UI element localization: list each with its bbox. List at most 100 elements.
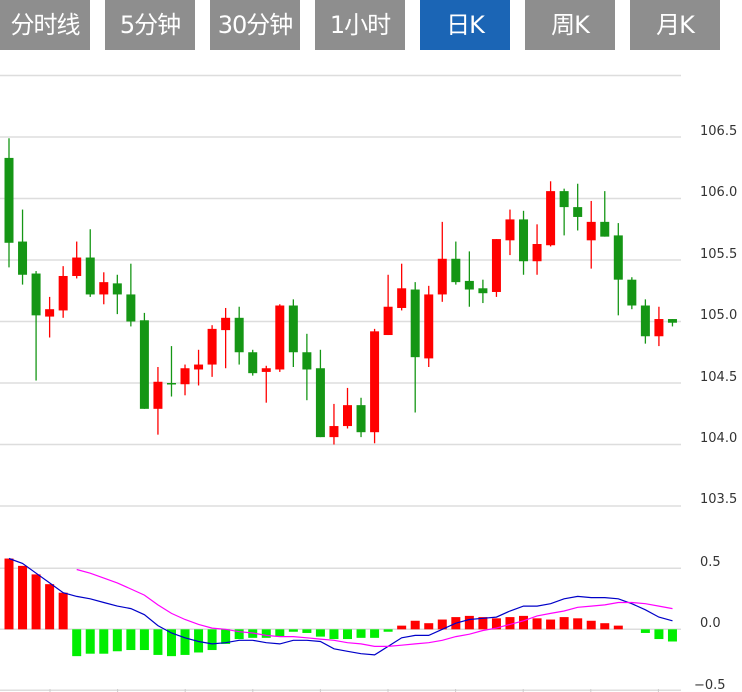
candlestick-series — [4, 138, 677, 445]
candle-body — [546, 191, 556, 246]
candle-up — [383, 274, 393, 336]
candle-up — [491, 239, 501, 297]
candle-up — [180, 364, 190, 396]
candle-body — [221, 317, 231, 331]
tab-5-minute[interactable]: 5分钟 — [105, 0, 195, 50]
candle-body — [248, 352, 258, 374]
macd-bar-negative — [343, 629, 352, 640]
macd-bar-negative — [221, 629, 231, 644]
macd-bar-negative — [112, 629, 122, 652]
macd-bar-positive — [4, 558, 14, 630]
macd-bar-negative — [234, 629, 244, 640]
candle-up — [586, 200, 596, 269]
macd-bar-positive — [573, 618, 583, 630]
macd-bar-negative — [667, 629, 677, 642]
macd-bar-positive — [410, 620, 420, 630]
candle-up — [207, 325, 217, 377]
candle-down — [559, 188, 569, 236]
macd-bar-negative — [207, 629, 217, 651]
candle-body — [573, 207, 583, 217]
tab-daily-k[interactable]: 日K — [420, 0, 510, 50]
candle-body — [275, 305, 285, 370]
candle-up — [194, 349, 204, 386]
candle-body — [343, 405, 352, 427]
candle-down — [410, 282, 420, 413]
candle-body — [505, 219, 515, 241]
macd-bar-negative — [72, 629, 82, 657]
macd-bar-positive — [586, 620, 596, 630]
candle-down — [613, 223, 623, 316]
macd-bar-negative — [166, 629, 176, 657]
candle-body — [627, 279, 637, 306]
macd-tick-label: 0.0 — [700, 616, 721, 631]
candle-body — [112, 283, 122, 295]
macd-bar-positive — [519, 615, 529, 630]
macd-bar-positive — [45, 584, 55, 630]
candle-body — [356, 405, 366, 433]
macd-bar-positive — [491, 618, 501, 630]
candle-down — [288, 299, 298, 368]
tab-weekly-k[interactable]: 周K — [525, 0, 615, 50]
candle-body — [315, 368, 325, 438]
candle-body — [72, 257, 82, 276]
macd-bar-positive — [31, 574, 41, 630]
candle-body — [85, 257, 95, 295]
macd-tick-label: −0.5 — [694, 678, 726, 692]
macd-bar-positive — [478, 617, 488, 630]
tab-30-minute[interactable]: 30分钟 — [210, 0, 300, 50]
candle-body — [234, 317, 244, 353]
macd-tick-label: 0.5 — [700, 555, 721, 570]
macd-bar-positive — [532, 618, 542, 630]
candle-up — [221, 307, 231, 369]
macd-bar-negative — [329, 629, 339, 640]
tab-1-hour[interactable]: 1小时 — [315, 0, 405, 50]
candle-body — [31, 273, 41, 316]
candle-down — [85, 229, 95, 297]
candle-body — [410, 289, 420, 358]
candle-body — [126, 294, 136, 322]
candle-down — [478, 279, 488, 304]
candle-up — [505, 209, 515, 256]
candle-body — [4, 157, 14, 243]
macd-bar-negative — [640, 629, 650, 633]
candle-down — [519, 210, 529, 275]
dea-line — [76, 568, 673, 647]
candle-body — [370, 331, 380, 433]
candle-down — [667, 319, 677, 327]
candle-up — [275, 304, 285, 372]
candle-body — [302, 352, 312, 370]
candle-body — [559, 191, 569, 208]
candle-up — [153, 367, 163, 435]
candle-body — [18, 241, 28, 275]
macd-bar-positive — [546, 619, 556, 630]
candle-body — [478, 288, 488, 294]
candle-down — [451, 241, 461, 285]
candle-body — [532, 244, 542, 262]
price-tick-label: 105.0 — [700, 308, 737, 323]
candle-body — [491, 239, 501, 292]
macd-bar-positive — [437, 619, 447, 630]
candle-down — [234, 306, 244, 365]
macd-bar-positive — [613, 625, 623, 630]
candle-body — [58, 275, 68, 311]
candle-body — [383, 306, 393, 336]
macd-bar-negative — [139, 629, 149, 651]
dif-line — [8, 557, 673, 656]
candle-body — [180, 368, 190, 385]
candle-down — [627, 277, 637, 310]
candle-body — [139, 320, 149, 409]
candle-up — [45, 296, 55, 338]
candle-up — [261, 365, 271, 403]
macd-bar-positive — [559, 617, 569, 630]
candle-up — [437, 221, 447, 302]
macd-lines — [8, 557, 673, 656]
candle-body — [261, 368, 271, 372]
macd-bar-negative — [126, 629, 136, 651]
tab-monthly-k[interactable]: 月K — [630, 0, 720, 50]
price-tick-label: 105.5 — [700, 247, 737, 262]
macd-bar-negative — [288, 629, 298, 632]
candle-body — [613, 235, 623, 280]
tab-minute-line[interactable]: 分时线 — [0, 0, 90, 50]
candle-up — [72, 241, 82, 279]
candle-down — [356, 397, 366, 438]
